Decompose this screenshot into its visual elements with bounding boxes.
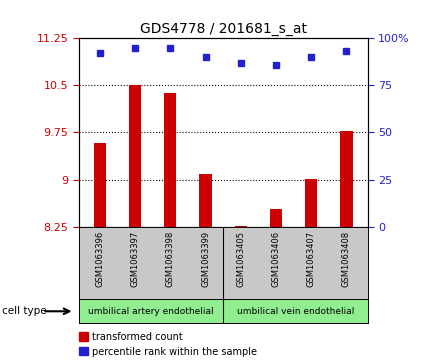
Legend: transformed count, percentile rank within the sample: transformed count, percentile rank withi…	[75, 328, 261, 360]
Bar	[129, 85, 141, 227]
Text: GSM1063399: GSM1063399	[201, 231, 210, 287]
Text: umbilical vein endothelial: umbilical vein endothelial	[237, 307, 354, 316]
Bar	[270, 209, 282, 227]
Text: umbilical artery endothelial: umbilical artery endothelial	[88, 307, 214, 316]
Bar	[164, 93, 176, 227]
Text: GSM1063406: GSM1063406	[272, 231, 280, 287]
Text: GSM1063398: GSM1063398	[166, 231, 175, 287]
Bar	[199, 174, 212, 227]
Bar	[305, 179, 317, 227]
Bar	[340, 131, 353, 227]
Text: GSM1063397: GSM1063397	[130, 231, 139, 287]
Bar	[235, 226, 247, 227]
Text: GSM1063407: GSM1063407	[307, 231, 316, 287]
Text: GSM1063408: GSM1063408	[342, 231, 351, 287]
Title: GDS4778 / 201681_s_at: GDS4778 / 201681_s_at	[140, 22, 306, 36]
Bar	[94, 143, 106, 227]
Text: cell type: cell type	[2, 306, 47, 316]
Text: GSM1063396: GSM1063396	[95, 231, 104, 287]
Text: GSM1063405: GSM1063405	[236, 231, 245, 286]
